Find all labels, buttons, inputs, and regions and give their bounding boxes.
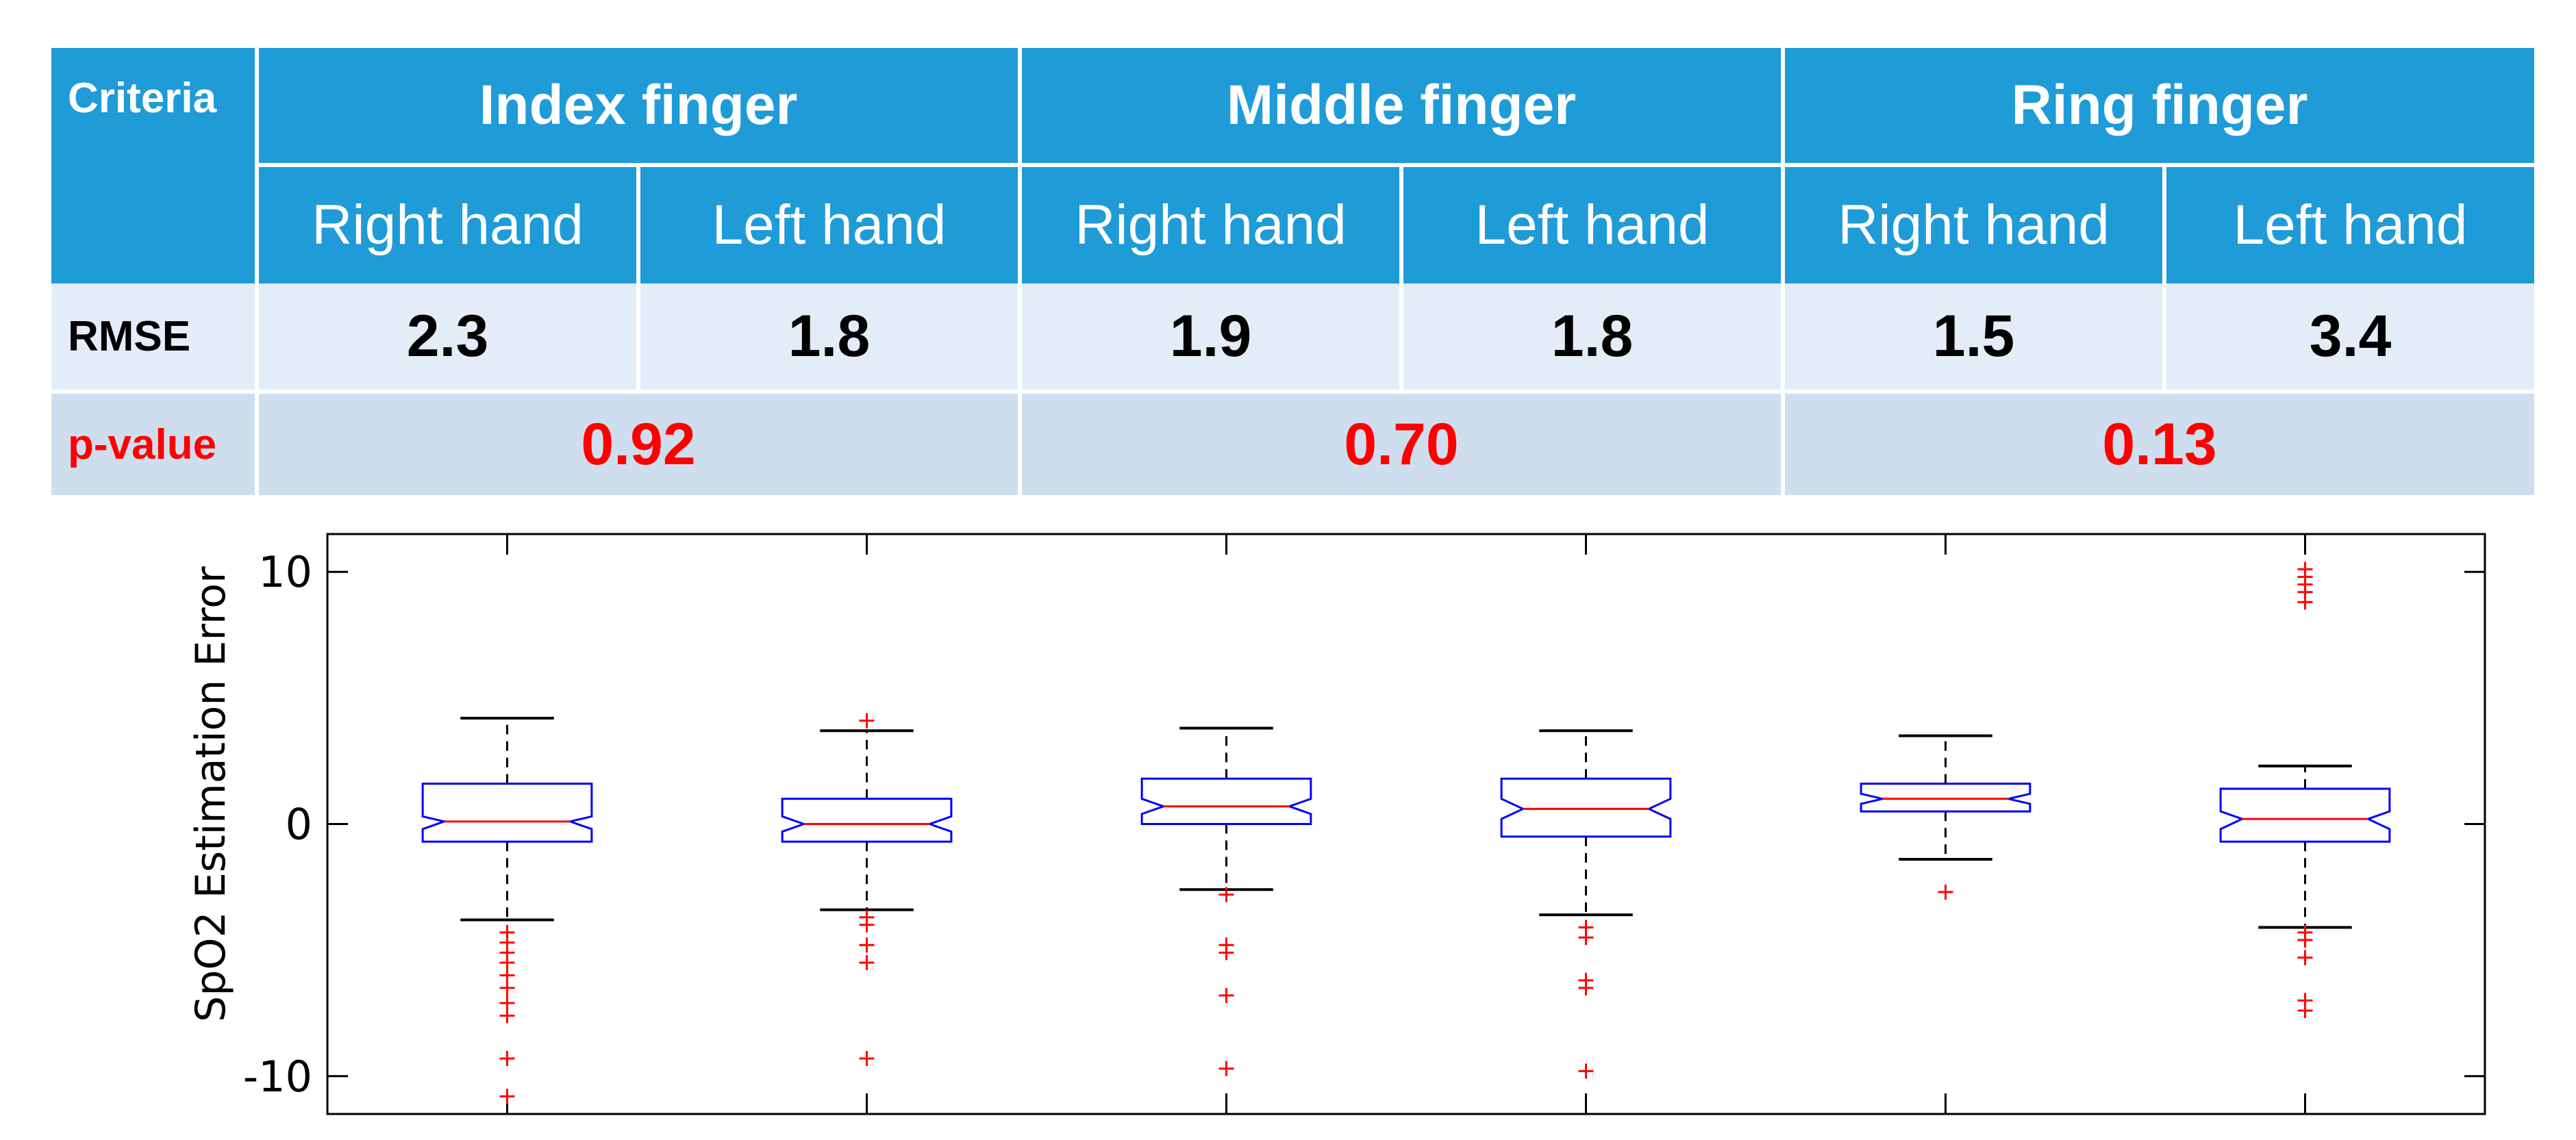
box-body xyxy=(2219,787,2391,843)
outlier-marker xyxy=(1578,980,1594,996)
pvalue-middle: 0.70 xyxy=(1018,390,1784,495)
rmse-label: RMSE xyxy=(51,283,257,392)
plot-area-frame xyxy=(326,533,2486,1115)
pvalue-label: p-value xyxy=(51,390,257,495)
outlier-marker xyxy=(499,980,515,996)
outlier-marker xyxy=(499,955,515,971)
outlier-marker xyxy=(859,955,875,971)
rmse-middle-right: 1.9 xyxy=(1018,283,1402,392)
outlier-marker xyxy=(499,1089,515,1104)
tick-marks: -10 0 10 xyxy=(243,534,2485,1114)
outlier-marker xyxy=(859,917,875,933)
outlier-marker xyxy=(2297,1003,2313,1019)
outlier-marker xyxy=(859,1050,875,1066)
criteria-header: Criteria xyxy=(51,48,257,283)
subheader-index-left: Left hand xyxy=(636,165,1021,283)
outlier-marker xyxy=(1218,1061,1234,1076)
rmse-ring-right: 1.5 xyxy=(1781,283,2165,392)
group-header-middle: Middle finger xyxy=(1018,48,1784,167)
outlier-marker xyxy=(499,967,515,983)
box-body xyxy=(1140,777,1312,825)
y-tick-label: 0 xyxy=(286,800,312,850)
boxes-layer xyxy=(421,561,2391,1104)
box-group xyxy=(1500,729,1672,1079)
outlier-marker xyxy=(1938,884,1953,900)
outlier-marker xyxy=(859,713,875,729)
outlier-marker xyxy=(1218,887,1234,902)
subheader-index-right: Right hand xyxy=(255,165,638,283)
outlier-marker xyxy=(2297,932,2313,948)
outlier-marker xyxy=(499,995,515,1011)
box-body xyxy=(781,798,953,843)
outlier-marker xyxy=(1578,1063,1594,1079)
outlier-marker xyxy=(1218,945,1234,961)
outlier-marker xyxy=(859,937,875,953)
rmse-ring-left: 3.4 xyxy=(2162,283,2535,392)
outlier-marker xyxy=(499,1008,515,1024)
results-table: Criteria Index finger Middle finger Ring… xyxy=(51,48,2535,495)
pvalue-ring: 0.13 xyxy=(1781,390,2535,495)
box-group xyxy=(2219,561,2391,1019)
outlier-marker xyxy=(2297,561,2313,577)
rmse-middle-left: 1.8 xyxy=(1399,283,1784,392)
box-group xyxy=(781,713,953,1066)
subheader-middle-left: Left hand xyxy=(1399,165,1784,283)
outlier-marker xyxy=(2297,594,2313,610)
box-group xyxy=(1860,734,2031,900)
subheader-middle-right: Right hand xyxy=(1018,165,1402,283)
box-group xyxy=(421,716,593,1104)
outlier-marker xyxy=(499,1050,515,1066)
outlier-marker xyxy=(1578,930,1594,946)
subheader-ring-right: Right hand xyxy=(1781,165,2165,283)
y-tick-label: -10 xyxy=(243,1052,312,1102)
y-tick-label: 10 xyxy=(258,547,312,597)
box-body xyxy=(1500,777,1672,838)
group-header-index: Index finger xyxy=(254,48,1021,167)
outlier-marker xyxy=(2297,950,2313,965)
pvalue-index: 0.92 xyxy=(254,390,1021,495)
y-axis-label: SpO2 Estimation Error xyxy=(187,566,235,1022)
box-group xyxy=(1140,726,1312,1076)
rmse-index-left: 1.8 xyxy=(636,283,1021,392)
group-header-ring: Ring finger xyxy=(1781,48,2535,167)
box-body xyxy=(1860,783,2031,813)
subheader-ring-left: Left hand xyxy=(2162,165,2535,283)
rmse-index-right: 2.3 xyxy=(255,283,638,392)
outlier-marker xyxy=(1218,987,1234,1003)
box-body xyxy=(421,783,593,843)
